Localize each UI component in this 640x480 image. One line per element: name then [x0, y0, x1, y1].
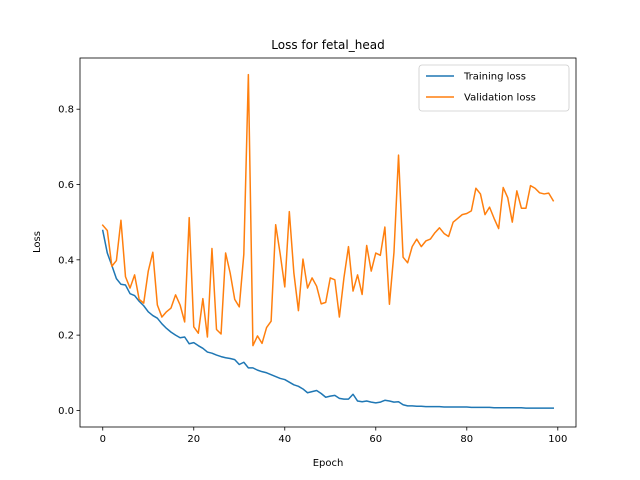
axes-frame: [79, 57, 577, 428]
chart-title: Loss for fetal_head: [271, 38, 384, 52]
y-axis-label: Loss: [32, 231, 43, 253]
y-axis: 0.0 0.2 0.4 0.6 0.8: [58, 105, 80, 417]
x-tick-label: 60: [369, 434, 382, 445]
plot-area: [101, 73, 555, 409]
y-tick-label: 0.6: [58, 180, 74, 191]
legend-label-training-loss: Training loss: [463, 72, 526, 83]
x-tick-label: 20: [187, 434, 200, 445]
x-axis-label: Epoch: [313, 458, 344, 469]
y-tick-label: 0.0: [58, 406, 74, 417]
x-tick-label: 100: [548, 434, 567, 445]
legend: Training loss Validation loss: [418, 64, 570, 112]
y-tick-label: 0.8: [58, 105, 74, 116]
legend-label-validation-loss: Validation loss: [464, 93, 536, 104]
x-tick-label: 80: [460, 434, 473, 445]
x-tick-label: 0: [100, 434, 106, 445]
legend-box: [418, 64, 570, 112]
series-line-training-loss: [101, 229, 554, 409]
x-axis: 0 20 40 60 80 100: [100, 427, 567, 445]
series-line-validation-loss: [101, 73, 555, 347]
y-tick-label: 0.4: [58, 255, 74, 266]
y-tick-label: 0.2: [58, 331, 74, 342]
x-tick-label: 40: [278, 434, 291, 445]
